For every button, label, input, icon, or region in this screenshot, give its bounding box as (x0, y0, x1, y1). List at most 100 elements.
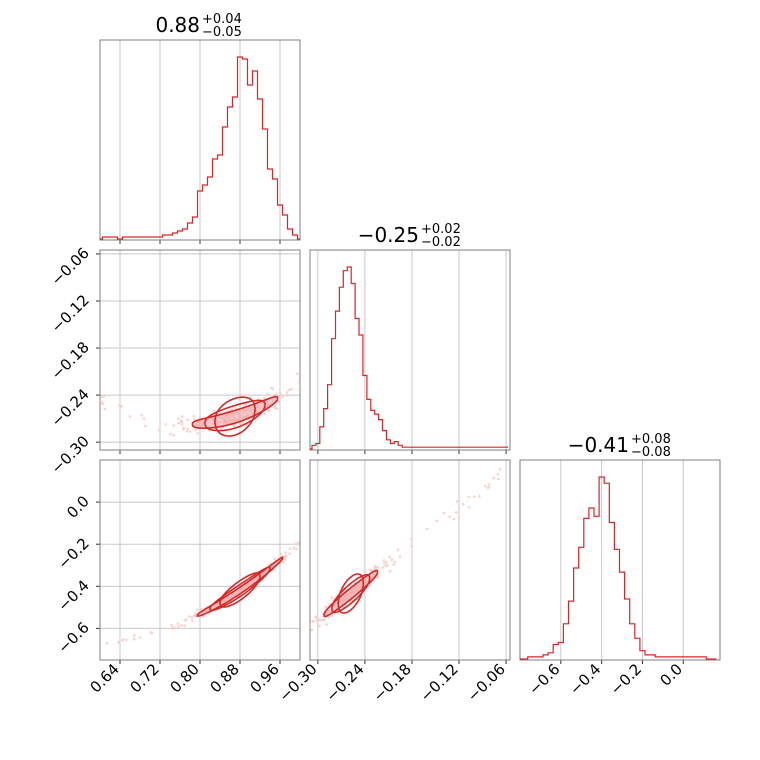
title-p1-up: +0.02 (421, 222, 461, 237)
p2-vs-p1-xticklabel: −0.24 (322, 660, 367, 705)
p1-vs-p0-point (100, 395, 103, 399)
p1-vs-p0-point (270, 386, 273, 389)
p2-vs-p0-point (150, 631, 154, 635)
p1-vs-p0-contour-2 (214, 396, 256, 437)
p2-vs-p0-points (105, 541, 300, 645)
p2-vs-p1-contour-2 (337, 573, 365, 614)
p2-vs-p1-point (325, 623, 328, 626)
p2-vs-p0-point (187, 615, 191, 618)
p2-vs-p1-point (312, 619, 315, 623)
p2-vs-p1-point (435, 519, 439, 523)
p2-hist-xticklabels: −0.6 −0.4 −0.2 0.0 (525, 660, 686, 698)
p1-vs-p0-point (169, 432, 172, 436)
p1-vs-p0-point (194, 428, 197, 432)
p2-vs-p1-point (382, 559, 386, 562)
p1-vs-p0-point (297, 380, 300, 384)
p1-vs-p0-point (172, 424, 175, 427)
p2-vs-p1-point (318, 624, 321, 628)
p2-hist-xticklabel: −0.4 (566, 660, 604, 698)
p2-vs-p1-point (384, 561, 388, 564)
p2-vs-p1-point (498, 468, 502, 471)
p1-vs-p0-yticklabel: −0.30 (48, 432, 93, 477)
p2-vs-p0-contour-2 (219, 572, 261, 608)
p2-vs-p0-point (295, 547, 298, 551)
p2-vs-p1-xticklabel: −0.06 (464, 660, 509, 705)
p1-vs-p0-point (196, 432, 200, 435)
p2-vs-p1-point (393, 560, 396, 564)
p2-vs-p1-contour-1 (331, 573, 371, 614)
p2-vs-p1-point (330, 614, 334, 618)
p2-vs-p0-contour-1 (209, 566, 271, 612)
p2-vs-p1-point (425, 527, 429, 531)
p2-vs-p1-point (375, 565, 378, 569)
p1-vs-p0-point (290, 387, 293, 391)
p1-vs-p0-point (177, 422, 180, 425)
p2-vs-p1-point (376, 576, 380, 580)
p2-vs-p1-point (318, 618, 321, 621)
p1-vs-p0-point (186, 418, 189, 422)
title-p1-down: −0.02 (421, 235, 461, 250)
p2-vs-p0-point (292, 546, 296, 550)
p2-vs-p0-point (117, 641, 120, 644)
p2-vs-p1-point (324, 605, 328, 609)
p2-vs-p0-point (297, 541, 300, 544)
p2-vs-p0-point (282, 560, 285, 564)
title-p0-main: 0.88 (155, 13, 200, 37)
p2-vs-p0-point (171, 626, 175, 630)
p1-vs-p0-point (188, 430, 192, 433)
p1-vs-p0-point (185, 429, 189, 433)
p1-vs-p0-point (172, 433, 176, 437)
p1-vs-p0-point (281, 395, 285, 399)
p2-vs-p1-point (392, 563, 396, 566)
p2-vs-p1-point (310, 623, 312, 627)
p2-vs-p1-point (410, 537, 413, 541)
p0-hist-frame (99, 39, 301, 241)
p2-vs-p0-point (285, 554, 288, 558)
p1-vs-p0-point (128, 415, 132, 418)
p2-hist-xticklabel: 0.0 (656, 660, 686, 690)
p2-vs-p1-point (454, 511, 458, 514)
title-p0-up: +0.04 (202, 12, 242, 27)
p2-vs-p1-point (467, 495, 471, 499)
p2-vs-p1-point (388, 555, 392, 559)
p1-vs-p0-point (296, 372, 299, 376)
p1-vs-p0-point (263, 412, 267, 416)
p2-vs-p0-yticklabel: −0.2 (54, 534, 92, 572)
p1-vs-p0-yticklabel: −0.18 (48, 338, 93, 383)
p2-vs-p1-point (398, 555, 402, 558)
p2-vs-p0-point (176, 622, 180, 625)
p2-vs-p1-xticklabel: −0.30 (275, 660, 320, 705)
p1-hist-frame (309, 249, 511, 451)
p2-vs-p1-point (455, 500, 459, 503)
p2-vs-p0-point (133, 637, 136, 641)
p1-vs-p0-yticklabel: −0.06 (48, 244, 93, 289)
p2-hist (519, 459, 721, 664)
p2-vs-p1-frame (309, 459, 511, 661)
p1-hist-step-line (310, 266, 508, 450)
p2-vs-p1-point (368, 568, 372, 572)
p1-vs-p0-point (142, 417, 146, 420)
title-p2: −0.41 +0.08 −0.08 (568, 432, 671, 460)
p2-hist-xticklabel: −0.2 (607, 660, 645, 698)
p2-vs-p1-point (448, 515, 451, 519)
p2-vs-p1-point (363, 570, 367, 573)
title-p2-up: +0.08 (631, 432, 671, 447)
p2-vs-p1-point (330, 596, 333, 599)
p2-vs-p1-point (487, 483, 491, 486)
p2-vs-p1-xticklabel: −0.12 (417, 660, 462, 705)
p1-vs-p0-contour-1 (204, 399, 266, 432)
p2-vs-p0-point (288, 547, 292, 550)
p1-vs-p0-point (164, 423, 167, 426)
p2-vs-p0-point (183, 624, 186, 627)
p1-vs-p0-point (120, 404, 123, 408)
p2-vs-p0-point (194, 612, 197, 615)
p2-vs-p1-point (452, 517, 456, 521)
p2-vs-p0-yticklabel: −0.6 (54, 619, 92, 657)
p1-vs-p0-points (100, 372, 300, 437)
p2-vs-p1-point (390, 558, 394, 561)
p2-vs-p1-xticklabel: −0.18 (370, 660, 415, 705)
p2-vs-p0-xticklabel: 0.88 (206, 660, 242, 696)
p2-vs-p0-xticklabel: 0.80 (166, 660, 202, 696)
p2-vs-p0-xticklabel: 0.64 (86, 660, 122, 696)
